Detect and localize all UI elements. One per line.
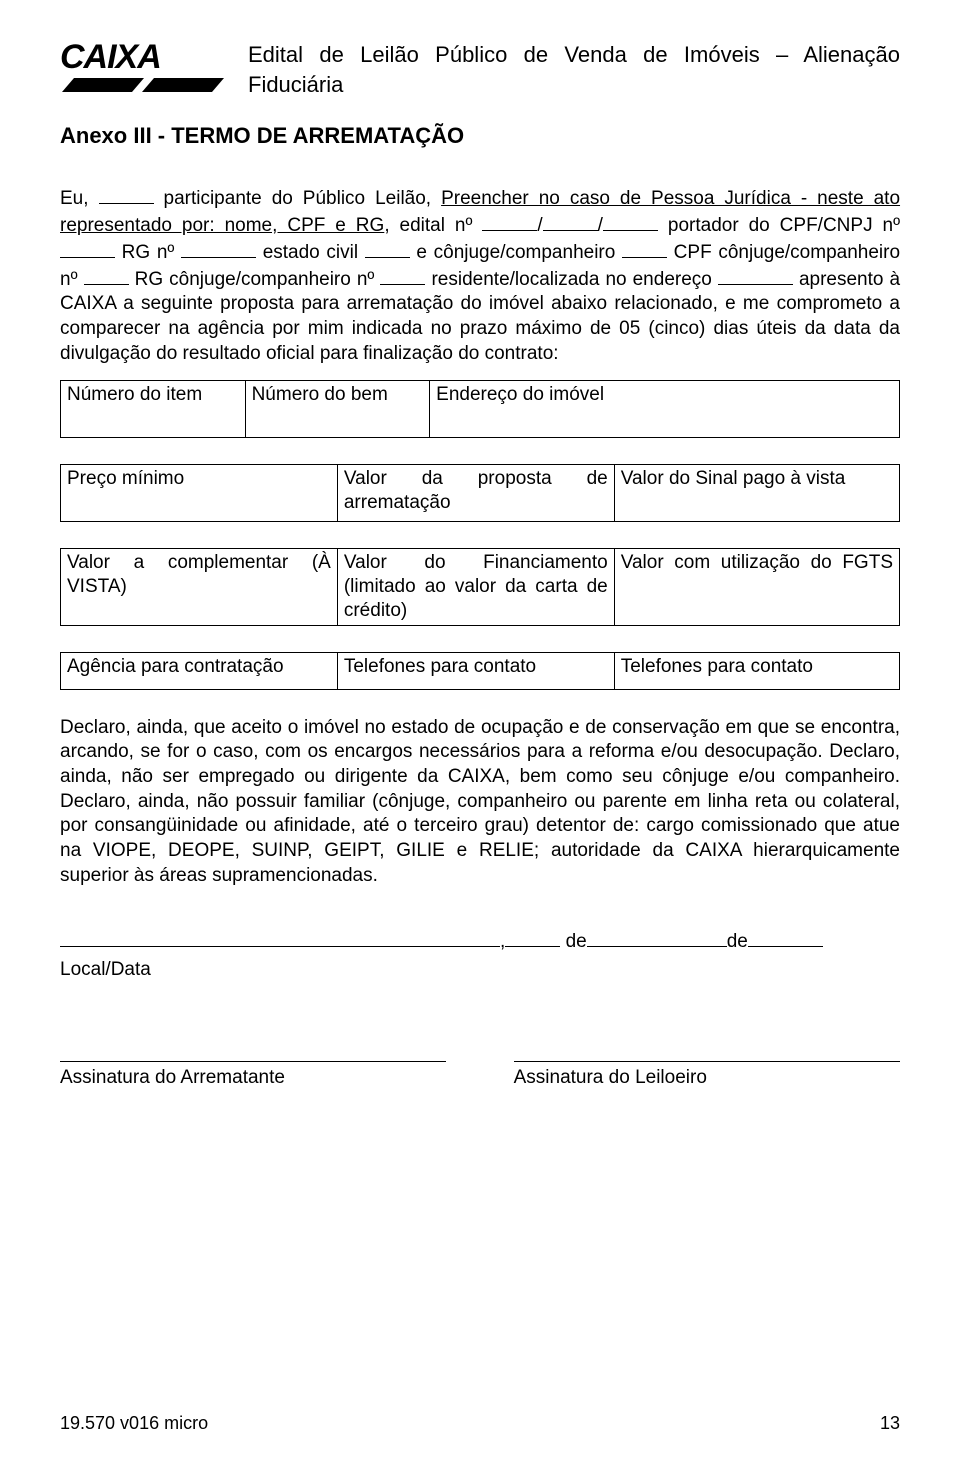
page: CAIXA Edital de Leilão Público de Venda … — [0, 0, 960, 1459]
signature-leiloeiro-col: Assinatura do Leiloeiro — [514, 1061, 900, 1089]
annex-title: Anexo III - TERMO DE ARREMATAÇÃO — [60, 123, 900, 149]
text-participante: participante do Público Leilão, — [164, 188, 432, 209]
text-de1: de — [566, 931, 587, 952]
cell-valor-financiamento[interactable]: Valor do Financiamento (limitado ao valo… — [337, 549, 614, 625]
blank-year[interactable] — [748, 928, 823, 947]
cell-label: Número do bem — [252, 384, 388, 405]
table-row: Número do item Número do bem Endereço do… — [61, 381, 900, 438]
cell-numero-bem[interactable]: Número do bem — [245, 381, 430, 438]
cell-valor-complementar[interactable]: Valor a complementar (À VISTA) — [61, 549, 338, 625]
cell-label: Telefones para contato — [621, 656, 813, 677]
cell-agencia[interactable]: Agência para contratação — [61, 652, 338, 689]
table-precos: Preço mínimo Valor da proposta de arrema… — [60, 464, 900, 522]
cell-telefone-2[interactable]: Telefones para contato — [614, 652, 899, 689]
blank-conj-cpf[interactable] — [84, 266, 129, 285]
cell-label: Preço mínimo — [67, 468, 184, 489]
signature-row: Assinatura do Arrematante Assinatura do … — [60, 1061, 900, 1089]
signature-label-arrematante: Assinatura do Arrematante — [60, 1067, 446, 1089]
cell-label: Agência para contratação — [67, 656, 284, 677]
caixa-logo: CAIXA — [60, 40, 230, 96]
declaration-paragraph: Declaro, ainda, que aceito o imóvel no e… — [60, 716, 900, 889]
cell-valor-proposta[interactable]: Valor da proposta de arrematação — [337, 465, 614, 522]
signature-arrematante-col: Assinatura do Arrematante — [60, 1061, 446, 1089]
blank-edital-b[interactable] — [543, 212, 598, 231]
table-financiamento: Valor a complementar (À VISTA) Valor do … — [60, 548, 900, 625]
blank-name[interactable] — [99, 185, 154, 204]
blank-conjuge[interactable] — [622, 239, 667, 258]
text-cpf-label: CPF — [674, 242, 712, 263]
footer-page-number: 13 — [880, 1413, 900, 1434]
text-rg-conjuge-no: RG cônjuge/companheiro nº — [135, 269, 375, 290]
table-item-bem-endereco: Número do item Número do bem Endereço do… — [60, 380, 900, 438]
blank-cpf[interactable] — [60, 239, 115, 258]
caixa-logo-svg: CAIXA — [60, 40, 230, 96]
text-e-conjuge: e cônjuge/companheiro — [416, 242, 615, 263]
signature-line-leiloeiro[interactable] — [514, 1061, 900, 1063]
text-rg-no: RG nº — [122, 242, 175, 263]
text-estado-civil: estado civil — [263, 242, 358, 263]
text-portador: portador do CPF/CNPJ nº — [668, 215, 900, 236]
cell-endereco-imovel[interactable]: Endereço do imóvel — [430, 381, 900, 438]
text-residente: residente/localizada no endereço — [431, 269, 711, 290]
cell-label: Valor da proposta de arrematação — [344, 467, 608, 515]
cell-valor-fgts[interactable]: Valor com utilização do FGTS — [614, 549, 899, 625]
blank-edital-c[interactable] — [603, 212, 658, 231]
signature-label-leiloeiro: Assinatura do Leiloeiro — [514, 1067, 900, 1089]
text-eu: Eu, — [60, 188, 89, 209]
footer-left: 19.570 v016 micro — [60, 1413, 208, 1434]
cell-label: Endereço do imóvel — [436, 384, 604, 405]
blank-local[interactable] — [60, 928, 500, 947]
blank-day[interactable] — [505, 928, 560, 947]
table-row: Preço mínimo Valor da proposta de arrema… — [61, 465, 900, 522]
table-contato: Agência para contratação Telefones para … — [60, 652, 900, 690]
table-row: Valor a complementar (À VISTA) Valor do … — [61, 549, 900, 625]
cell-label: Valor a complementar (À VISTA) — [67, 551, 331, 599]
signature-line-arrematante[interactable] — [60, 1061, 446, 1063]
blank-endereco[interactable] — [718, 266, 793, 285]
intro-paragraph: Eu, participante do Público Leilão, Pree… — [60, 185, 900, 366]
blank-conj-rg[interactable] — [380, 266, 425, 285]
cell-label: Valor com utilização do FGTS — [621, 551, 893, 575]
cell-telefone-1[interactable]: Telefones para contato — [337, 652, 614, 689]
text-de2: de — [727, 931, 748, 952]
page-footer: 19.570 v016 micro 13 — [60, 1413, 900, 1434]
cell-label: Valor do Financiamento (limitado ao valo… — [344, 551, 608, 622]
cell-label: Valor do Sinal pago à vista — [621, 468, 846, 489]
document-title: Edital de Leilão Público de Venda de Imó… — [248, 40, 900, 99]
table-row: Agência para contratação Telefones para … — [61, 652, 900, 689]
cell-numero-item[interactable]: Número do item — [61, 381, 246, 438]
blank-month[interactable] — [587, 928, 727, 947]
cell-label: Número do item — [67, 384, 202, 405]
blank-rg[interactable] — [181, 239, 256, 258]
date-line: , dede — [60, 928, 900, 953]
text-edital-no: , edital nº — [384, 215, 472, 236]
local-data-label: Local/Data — [60, 959, 900, 981]
blank-edital-a[interactable] — [482, 212, 537, 231]
header: CAIXA Edital de Leilão Público de Venda … — [60, 40, 900, 99]
cell-valor-sinal[interactable]: Valor do Sinal pago à vista — [614, 465, 899, 522]
cell-preco-minimo[interactable]: Preço mínimo — [61, 465, 338, 522]
svg-text:CAIXA: CAIXA — [60, 40, 161, 76]
blank-estadocivil[interactable] — [365, 239, 410, 258]
cell-label: Telefones para contato — [344, 656, 536, 677]
